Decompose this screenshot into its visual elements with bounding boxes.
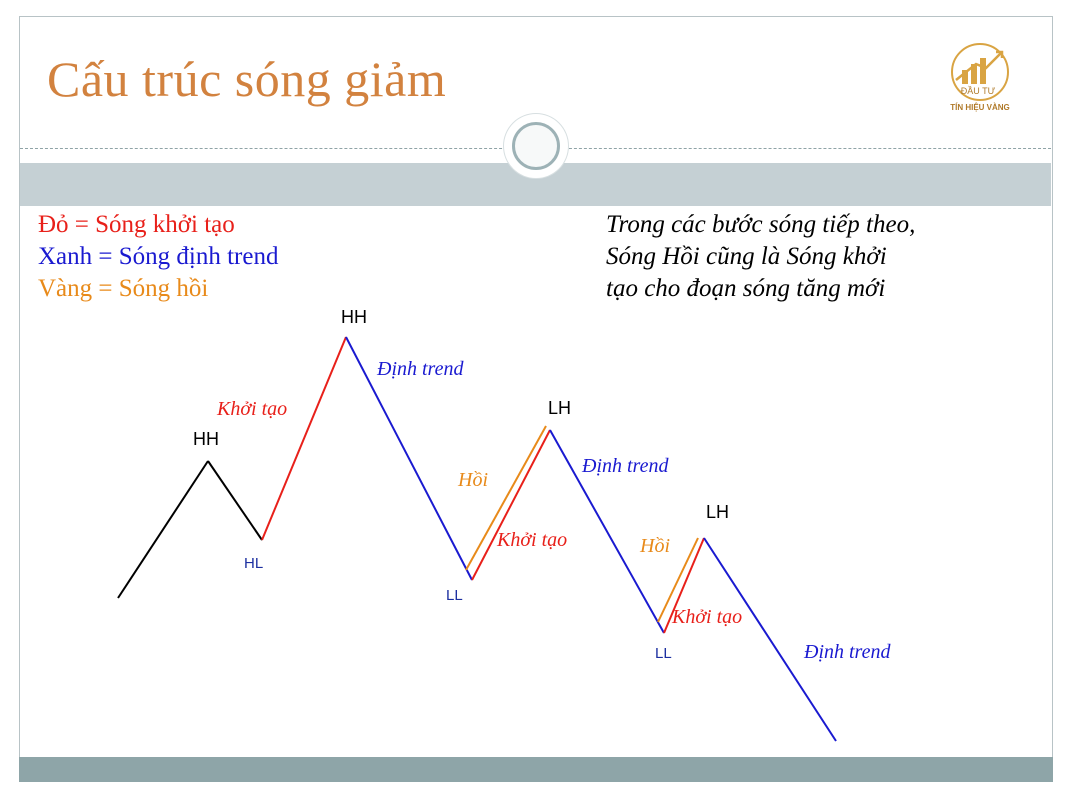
brand-logo: ĐẦU TƯ TÍN HIỆU VÀNG — [930, 40, 1030, 120]
point-label-ll-2: LL — [655, 645, 672, 662]
retrace-wave-1 — [465, 425, 547, 571]
initiation-wave-2 — [471, 429, 551, 581]
legend: Đỏ = Sóng khởi tạo Xanh = Sóng định tren… — [38, 209, 278, 305]
explanation-note: Trong các bước sóng tiếp theo, Sóng Hồi … — [606, 209, 915, 305]
medallion-emblem-icon — [512, 122, 560, 170]
wave-label-trend-2: Định trend — [582, 455, 669, 477]
point-label-lh-1: LH — [548, 398, 572, 418]
trend-wave-1 — [345, 336, 473, 581]
wave-label-retrace-1: Hồi — [458, 469, 488, 491]
logo-text: TÍN HIỆU VÀNG — [950, 103, 1010, 112]
svg-text:ĐẦU TƯ: ĐẦU TƯ — [961, 86, 996, 96]
wave-label-initiation-3: Khởi tạo — [672, 606, 743, 628]
neutral-down-segment — [207, 460, 263, 541]
wave-label-retrace-2: Hồi — [640, 535, 670, 557]
center-medallion — [504, 114, 568, 178]
point-label-lh-2: LH — [706, 502, 730, 522]
wave-label-initiation-2: Khởi tạo — [497, 529, 568, 551]
wave-label-initiation-1: Khởi tạo — [217, 398, 288, 420]
point-label-hl: HL — [244, 555, 264, 572]
initiation-wave-1 — [261, 336, 347, 541]
legend-retrace: Vàng = Sóng hồi — [38, 275, 209, 302]
retrace-wave-2 — [657, 537, 699, 623]
wave-label-trend-1: Định trend — [377, 358, 464, 380]
point-label-ll-1: LL — [446, 587, 463, 604]
initiation-wave-3 — [663, 537, 705, 634]
slide-title: Cấu trúc sóng giảm — [47, 51, 447, 107]
rising-bar-chart-logo-icon: ĐẦU TƯ — [951, 43, 1009, 101]
note-line-3: tạo cho đoạn sóng tăng mới — [606, 275, 886, 302]
legend-trend: Xanh = Sóng định trend — [38, 243, 279, 270]
wave-label-trend-3: Định trend — [804, 641, 891, 663]
note-line-2: Sóng Hồi cũng là Sóng khởi — [606, 243, 887, 270]
point-label-hh-2: HH — [341, 307, 367, 327]
neutral-up-segment — [117, 460, 209, 599]
point-label-hh-1: HH — [193, 429, 219, 449]
footer-bar — [19, 757, 1053, 782]
trend-wave-2 — [549, 429, 665, 634]
trend-wave-3 — [703, 537, 837, 742]
note-line-1: Trong các bước sóng tiếp theo, — [606, 211, 916, 238]
legend-initiation: Đỏ = Sóng khởi tạo — [38, 211, 235, 238]
